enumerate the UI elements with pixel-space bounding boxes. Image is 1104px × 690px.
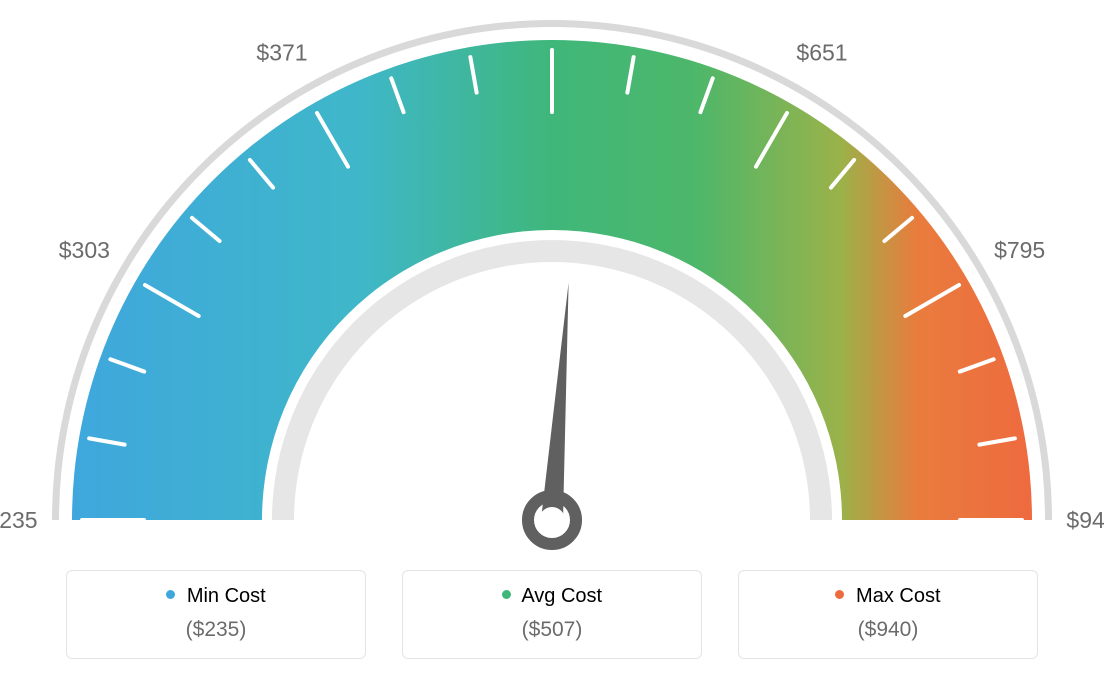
gauge-tick-label: $235 <box>0 507 38 533</box>
cost-gauge-chart: $235$303$371$507$651$795$940 <box>0 0 1104 560</box>
legend-avg-label: Avg Cost <box>521 585 602 607</box>
gauge-svg: $235$303$371$507$651$795$940 <box>0 0 1104 560</box>
legend-avg-value: ($507) <box>413 618 691 642</box>
legend-min-label: Min Cost <box>187 585 266 607</box>
legend-avg-title: Avg Cost <box>413 585 691 608</box>
gauge-tick-label: $795 <box>994 237 1045 263</box>
gauge-tick-label: $303 <box>59 237 110 263</box>
legend-avg-dot-icon <box>502 590 511 599</box>
legend-max-label: Max Cost <box>856 585 940 607</box>
legend-min-dot-icon <box>166 590 175 599</box>
legend-max-title: Max Cost <box>749 585 1027 608</box>
legend-max-cost: Max Cost ($940) <box>738 570 1038 659</box>
gauge-tick-label: $651 <box>796 39 847 65</box>
legend-row: Min Cost ($235) Avg Cost ($507) Max Cost… <box>0 560 1104 659</box>
gauge-tick-label: $940 <box>1066 507 1104 533</box>
legend-min-cost: Min Cost ($235) <box>66 570 366 659</box>
legend-min-value: ($235) <box>77 618 355 642</box>
gauge-needle <box>541 283 569 521</box>
legend-avg-cost: Avg Cost ($507) <box>402 570 702 659</box>
legend-max-dot-icon <box>835 590 844 599</box>
legend-min-title: Min Cost <box>77 585 355 608</box>
gauge-needle-hole <box>539 507 565 533</box>
legend-max-value: ($940) <box>749 618 1027 642</box>
gauge-tick-label: $371 <box>256 39 307 65</box>
